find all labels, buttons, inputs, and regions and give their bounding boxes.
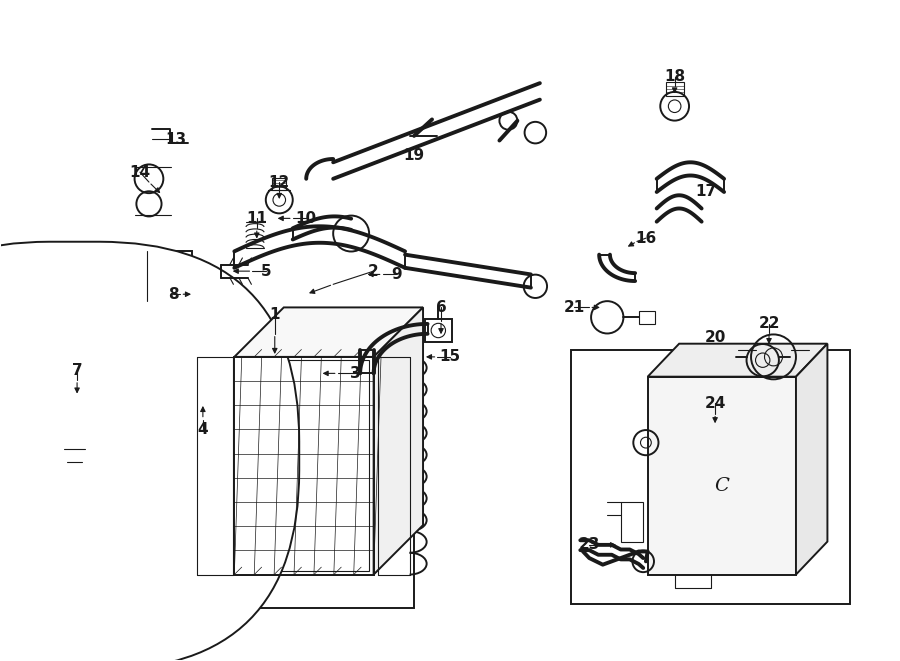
Text: 22: 22 [759,317,779,331]
FancyBboxPatch shape [0,242,299,661]
Text: 4: 4 [198,422,208,437]
Bar [572,350,850,604]
Text: 10: 10 [296,211,317,226]
Text: 18: 18 [664,69,685,84]
Bar [238,360,369,571]
Text: 7: 7 [72,363,83,377]
Text: 6: 6 [436,300,446,315]
Polygon shape [234,307,423,357]
Polygon shape [648,377,796,574]
Text: 12: 12 [268,175,290,190]
Text: C: C [715,477,729,494]
Bar [621,502,644,541]
Text: 13: 13 [166,132,186,147]
Text: 21: 21 [563,300,585,315]
Text: 11: 11 [247,211,267,226]
Text: 2: 2 [368,264,379,279]
Polygon shape [796,344,827,574]
Text: 1: 1 [269,307,280,321]
Text: 9: 9 [391,267,401,282]
Bar [272,178,286,190]
Text: 15: 15 [439,350,461,364]
Text: 14: 14 [130,165,150,180]
Polygon shape [648,344,827,377]
Text: 24: 24 [705,395,725,410]
Text: 16: 16 [635,231,656,246]
Text: 20: 20 [705,330,725,344]
Text: 23: 23 [579,537,600,553]
Text: 8: 8 [168,287,178,301]
Text: 5: 5 [260,264,271,279]
Polygon shape [374,307,423,574]
Bar [639,311,655,324]
Text: 3: 3 [350,366,361,381]
Bar [131,337,414,607]
Bar [666,83,684,96]
Text: 17: 17 [696,184,716,200]
Bar [425,319,452,342]
Text: 19: 19 [403,148,425,163]
